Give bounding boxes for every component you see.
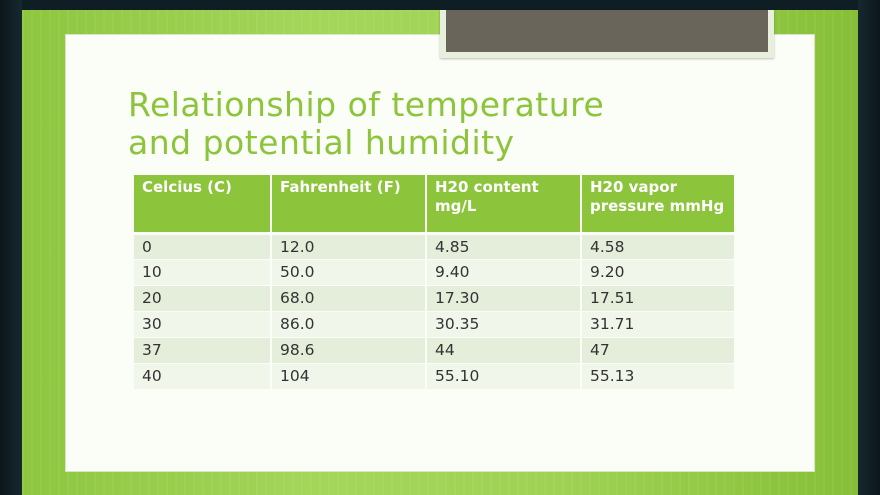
table-cell: 10 bbox=[134, 259, 272, 286]
header-celcius: Celcius (C) bbox=[134, 175, 272, 235]
table-cell: 20 bbox=[134, 285, 272, 312]
table-cell: 30.35 bbox=[426, 311, 582, 338]
table-cell: 17.51 bbox=[581, 285, 734, 312]
humidity-table: Celcius (C) Fahrenheit (F) H20 content m… bbox=[134, 175, 734, 390]
table-cell: 50.0 bbox=[271, 259, 427, 286]
table-cell: 40 bbox=[134, 363, 272, 390]
table-header-row: Celcius (C) Fahrenheit (F) H20 content m… bbox=[134, 175, 734, 235]
table-cell: 30 bbox=[134, 311, 272, 338]
slide-title-line-2: and potential humidity bbox=[128, 123, 515, 162]
table-cell: 0 bbox=[134, 233, 272, 260]
header-fahrenheit: Fahrenheit (F) bbox=[271, 175, 427, 235]
table-row: 37 98.6 44 47 bbox=[134, 337, 734, 364]
table-cell: 44 bbox=[426, 337, 582, 364]
dark-frame-right bbox=[858, 0, 880, 495]
dark-frame-left bbox=[0, 0, 22, 495]
table-cell: 86.0 bbox=[271, 311, 427, 338]
header-h2o-vapor-pressure: H20 vapor pressure mmHg bbox=[581, 175, 734, 235]
table-row: 20 68.0 17.30 17.51 bbox=[134, 285, 734, 312]
decorative-top-tab-inner bbox=[446, 10, 768, 52]
table-cell: 68.0 bbox=[271, 285, 427, 312]
table-row: 30 86.0 30.35 31.71 bbox=[134, 311, 734, 338]
slide-title-line-1: Relationship of temperature bbox=[128, 85, 605, 124]
table-row: 0 12.0 4.85 4.58 bbox=[134, 233, 734, 260]
table-cell: 4.85 bbox=[426, 233, 582, 260]
table-cell: 104 bbox=[271, 363, 427, 390]
table-cell: 98.6 bbox=[271, 337, 427, 364]
table-cell: 4.58 bbox=[581, 233, 734, 260]
table-cell: 31.71 bbox=[581, 311, 734, 338]
header-h2o-content: H20 content mg/L bbox=[426, 175, 582, 235]
dark-frame-top bbox=[0, 0, 880, 10]
table-cell: 55.13 bbox=[581, 363, 734, 390]
table-cell: 55.10 bbox=[426, 363, 582, 390]
table-cell: 37 bbox=[134, 337, 272, 364]
decorative-top-tab bbox=[440, 10, 774, 58]
table-row: 40 104 55.10 55.13 bbox=[134, 363, 734, 390]
table-cell: 9.20 bbox=[581, 259, 734, 286]
table-cell: 47 bbox=[581, 337, 734, 364]
slide-title: Relationship of temperature and potentia… bbox=[128, 86, 768, 162]
table-cell: 17.30 bbox=[426, 285, 582, 312]
table-row: 10 50.0 9.40 9.20 bbox=[134, 259, 734, 286]
table-cell: 9.40 bbox=[426, 259, 582, 286]
table-cell: 12.0 bbox=[271, 233, 427, 260]
